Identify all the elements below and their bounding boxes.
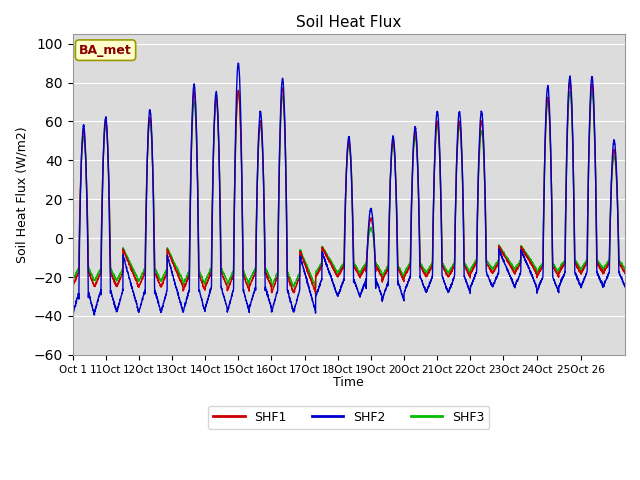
Line: SHF3: SHF3: [72, 92, 625, 288]
SHF1: [187, 165, 195, 170]
SHF3: [68, 277, 76, 283]
SHF1: [621, 270, 628, 276]
SHF3: [403, 266, 410, 272]
SHF3: [223, 277, 230, 283]
SHF1: [569, 138, 577, 144]
Y-axis label: Soil Heat Flux (W/m2): Soil Heat Flux (W/m2): [15, 126, 28, 263]
SHF2: [223, 304, 231, 310]
SHF3: [187, 168, 195, 174]
SHF3: [621, 265, 629, 271]
SHF2: [234, 60, 242, 66]
SHF2: [621, 283, 628, 289]
Legend: SHF1, SHF2, SHF3: SHF1, SHF2, SHF3: [209, 406, 489, 429]
Title: Soil Heat Flux: Soil Heat Flux: [296, 15, 401, 30]
SHF1: [621, 269, 629, 275]
SHF1: [566, 79, 573, 84]
Line: SHF2: SHF2: [72, 63, 625, 315]
SHF1: [312, 291, 319, 297]
SHF2: [569, 138, 577, 144]
SHF2: [187, 160, 195, 166]
SHF2: [621, 283, 629, 288]
SHF1: [403, 270, 410, 276]
SHF2: [68, 312, 76, 318]
SHF2: [403, 283, 411, 288]
SHF3: [312, 285, 319, 290]
SHF3: [621, 266, 628, 272]
SHF1: [413, 137, 420, 143]
SHF3: [413, 143, 420, 148]
SHF3: [566, 89, 573, 95]
SHF1: [68, 283, 76, 288]
X-axis label: Time: Time: [333, 376, 364, 389]
Text: BA_met: BA_met: [79, 44, 132, 57]
SHF2: [69, 312, 77, 318]
SHF1: [223, 283, 230, 288]
SHF2: [413, 135, 420, 141]
Line: SHF1: SHF1: [72, 82, 625, 294]
SHF3: [569, 144, 577, 150]
